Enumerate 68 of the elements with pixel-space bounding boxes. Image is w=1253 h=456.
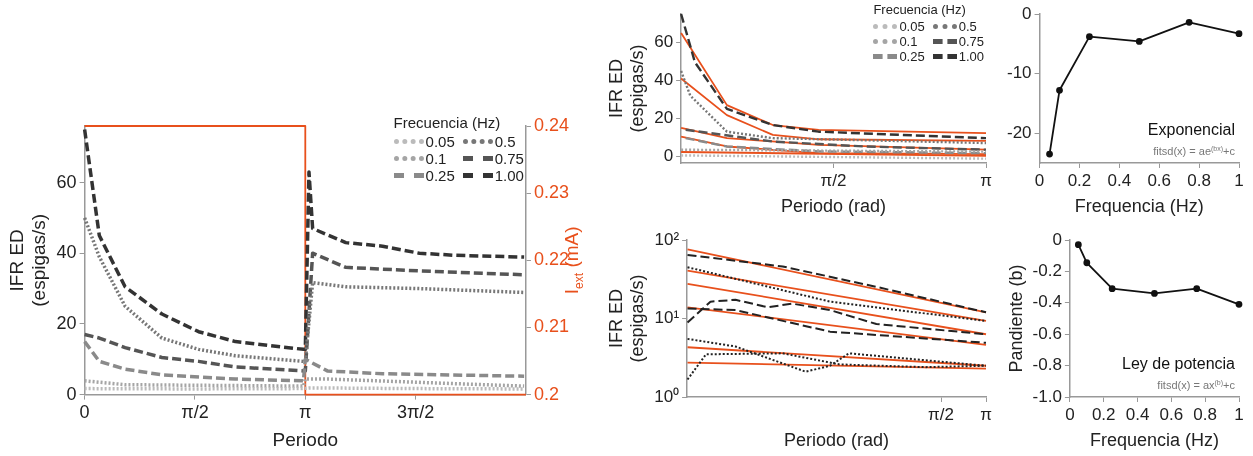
y2-tick-label: 0.2 bbox=[533, 383, 559, 404]
x-tick-label: 1 bbox=[1234, 404, 1244, 424]
x-axis-title: Periodo (rad) bbox=[784, 430, 890, 451]
annotation: Ley de potencia bbox=[1122, 355, 1236, 372]
x-tick-label: π bbox=[980, 170, 992, 190]
x-tick-label: 0.4 bbox=[1125, 404, 1150, 424]
y-axis-title: IFR ED (espigas/s) bbox=[605, 44, 648, 133]
y-tick-label: 0 bbox=[1052, 229, 1062, 249]
legend-label: 1.00 bbox=[494, 167, 524, 184]
legend-label: 0.1 bbox=[425, 150, 447, 167]
y2-tick-label: 0.23 bbox=[533, 182, 570, 203]
x-tick-label: 0.6 bbox=[1159, 404, 1184, 424]
x-tick-label: π bbox=[299, 402, 312, 423]
y-tick-label: 20 bbox=[654, 108, 674, 128]
y-tick-label: 40 bbox=[56, 242, 77, 263]
x-tick-label: 0.6 bbox=[1147, 170, 1172, 190]
legend-label: 0.75 bbox=[494, 150, 524, 167]
legend-label: 0.75 bbox=[958, 34, 984, 49]
x-tick-label: π/2 bbox=[928, 404, 954, 424]
y-tick-label: 20 bbox=[56, 312, 77, 333]
y-tick-label: 60 bbox=[654, 32, 674, 52]
x-tick-label: π bbox=[980, 404, 992, 424]
x-tick-label: 0 bbox=[79, 402, 90, 423]
y-tick-label: 10¹ bbox=[654, 308, 680, 328]
x-tick-label: 1 bbox=[1234, 170, 1244, 190]
legend-label: 0.25 bbox=[899, 49, 925, 64]
annotation: Exponencial bbox=[1147, 121, 1235, 138]
x-tick-label: 0.4 bbox=[1107, 170, 1132, 190]
x-tick-label: 3π/2 bbox=[396, 402, 435, 423]
y-tick-label: -0.4 bbox=[1032, 292, 1062, 312]
y-tick-label: -20 bbox=[1006, 122, 1032, 142]
x-tick-label: 0.8 bbox=[1193, 404, 1217, 424]
y-tick-label: -0.2 bbox=[1032, 261, 1062, 281]
y-axis-title: Pandiente (b) bbox=[1005, 264, 1026, 373]
x-tick-label: 0.8 bbox=[1187, 170, 1211, 190]
legend-label: 0.1 bbox=[899, 34, 918, 49]
x-tick-label: 0 bbox=[1065, 404, 1075, 424]
y-tick-label: 0 bbox=[66, 383, 77, 404]
y-tick-label: 10⁰ bbox=[654, 386, 680, 406]
legend-title: Frecuencia (Hz) bbox=[873, 2, 967, 17]
x-axis-title: Periodo bbox=[272, 428, 339, 450]
x-tick-label: π/2 bbox=[181, 402, 209, 423]
y-tick-label: 60 bbox=[56, 171, 77, 192]
legend-label: 0.05 bbox=[425, 133, 455, 150]
x-tick-label: 0.2 bbox=[1091, 404, 1116, 424]
x-axis-title: Periodo (rad) bbox=[781, 196, 887, 217]
y2-tick-label: 0.21 bbox=[533, 316, 570, 337]
x-tick-label: π/2 bbox=[820, 170, 847, 190]
y-tick-label: 10² bbox=[654, 229, 680, 249]
legend-label: 0.5 bbox=[494, 133, 516, 150]
y2-tick-label: 0.24 bbox=[533, 114, 570, 135]
legend-label: 0.05 bbox=[899, 19, 925, 34]
y-axis-title: IFR ED (espigas/s) bbox=[605, 274, 648, 363]
y-tick-label: 40 bbox=[654, 70, 674, 90]
y-tick-label: -1.0 bbox=[1032, 386, 1062, 406]
x-axis-title: Frequencia (Hz) bbox=[1089, 430, 1219, 451]
legend-label: 0.25 bbox=[425, 167, 455, 184]
legend-label: 1.00 bbox=[958, 49, 984, 64]
y-axis-title: IFR ED (espigas/s) bbox=[5, 213, 50, 307]
y-tick-label: 0 bbox=[663, 146, 674, 166]
x-tick-label: 0.2 bbox=[1067, 170, 1092, 190]
y-tick-label: -0.8 bbox=[1032, 355, 1062, 375]
legend-label: 0.5 bbox=[958, 19, 977, 34]
y-tick-label: -10 bbox=[1006, 63, 1032, 83]
y-tick-label: -0.6 bbox=[1032, 323, 1062, 343]
legend-title: Frecuencia (Hz) bbox=[393, 114, 502, 131]
x-axis-title: Frequencia (Hz) bbox=[1074, 196, 1204, 217]
y-tick-label: 0 bbox=[1022, 3, 1032, 23]
